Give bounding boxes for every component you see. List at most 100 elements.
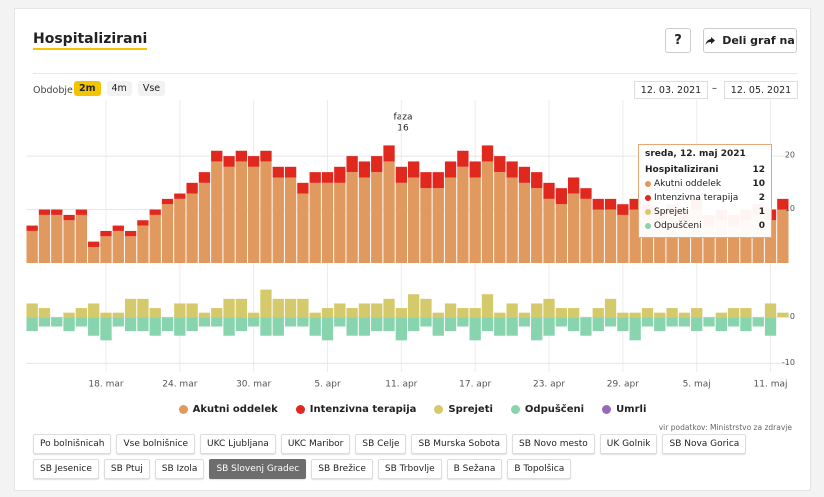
bar — [235, 298, 248, 318]
bar — [469, 308, 481, 318]
bar — [764, 317, 777, 336]
bar — [38, 317, 51, 327]
legend-label: Sprejeti — [448, 404, 493, 415]
period-option[interactable]: 4m — [106, 81, 132, 96]
bar — [137, 317, 149, 332]
share-button[interactable]: Deli graf na — [703, 28, 797, 53]
bar — [235, 161, 248, 263]
hospital-button[interactable]: SB Slovenj Gradec — [209, 459, 307, 479]
bar — [506, 303, 518, 318]
date-from[interactable]: 12. 03. 2021 — [634, 81, 708, 99]
bar — [567, 177, 580, 194]
bar — [715, 317, 727, 332]
x-tick-label: 5. apr — [314, 380, 341, 390]
bar — [740, 308, 752, 318]
x-tick-label: 23. apr — [533, 380, 565, 390]
bar — [186, 317, 198, 332]
period-option[interactable]: 2m — [74, 81, 101, 96]
bar — [666, 308, 678, 318]
bar — [272, 166, 284, 178]
bar — [51, 317, 63, 327]
hospital-button[interactable]: UKC Maribor — [280, 434, 351, 454]
bar — [309, 172, 321, 183]
bar — [309, 182, 321, 263]
date-to[interactable]: 12. 05. 2021 — [724, 81, 798, 99]
hospital-button[interactable]: Vse bolnišnice — [116, 434, 196, 454]
bar — [211, 161, 223, 263]
hospital-button[interactable]: SB Jesenice — [33, 459, 99, 479]
tooltip-dot — [645, 195, 651, 201]
chart: faza 16 18. mar 24. mar 30. mar 5. apr 11. a… — [26, 100, 795, 390]
bar — [777, 198, 789, 210]
bar — [592, 317, 604, 332]
hospital-button[interactable]: UK Golnik — [599, 434, 658, 454]
bar — [444, 303, 457, 318]
hospital-button[interactable]: SB Izola — [154, 459, 205, 479]
legend-item[interactable]: Intenzivna terapija — [295, 404, 416, 415]
x-tick-label: 5. maj — [683, 380, 711, 390]
legend-item[interactable]: Odpuščeni — [510, 404, 584, 415]
bar — [38, 209, 51, 215]
bar — [26, 225, 38, 231]
bar — [383, 161, 395, 263]
bar — [174, 193, 186, 199]
bar — [666, 214, 678, 263]
bar — [88, 303, 100, 318]
hospital-button[interactable]: B Topolšica — [507, 459, 572, 479]
hospital-button[interactable]: UKC Ljubljana — [200, 434, 276, 454]
bar — [358, 161, 371, 178]
tooltip-row: Hospitalizirani 12 — [645, 163, 765, 177]
bar — [678, 312, 691, 318]
bar — [543, 317, 555, 336]
hospital-button[interactable]: SB Celje — [355, 434, 407, 454]
bar — [112, 225, 124, 231]
tooltip-row: Sprejeti 1 — [645, 205, 765, 219]
bar — [481, 145, 494, 162]
bar — [617, 312, 629, 318]
hospital-button[interactable]: SB Trbovlje — [377, 459, 442, 479]
bar — [284, 317, 297, 327]
date-separator: – — [712, 83, 717, 94]
bar — [703, 225, 715, 263]
hospital-button[interactable]: SB Novo mesto — [512, 434, 595, 454]
bar — [63, 312, 75, 318]
period-option[interactable]: Vse — [137, 81, 166, 96]
bar — [211, 317, 223, 327]
bar — [691, 308, 703, 318]
bar — [26, 230, 38, 263]
hospital-button[interactable]: B Sežana — [446, 459, 503, 479]
bar — [506, 161, 518, 178]
legend-label: Akutni oddelek — [192, 404, 278, 415]
legend-swatch — [178, 405, 188, 414]
tooltip-value: 1 — [758, 207, 765, 217]
help-button[interactable]: ? — [665, 28, 691, 53]
legend-item[interactable]: Umrli — [602, 404, 646, 415]
tooltip-label-wrap: Sprejeti — [645, 207, 689, 217]
hospital-button[interactable]: Po bolnišnicah — [33, 434, 112, 454]
bar — [457, 317, 469, 327]
tooltip-label: Hospitalizirani — [645, 165, 719, 175]
bar — [604, 198, 617, 210]
bar — [223, 166, 235, 263]
legend-swatch — [295, 405, 305, 414]
bar — [580, 188, 592, 199]
legend-item[interactable]: Akutni oddelek — [178, 404, 278, 415]
bar — [641, 308, 654, 318]
bar — [235, 150, 248, 162]
bar — [432, 312, 444, 318]
bar — [592, 209, 604, 263]
tooltip: sreda, 12. maj 2021 Hospitalizirani 12 Akut… — [638, 144, 772, 238]
y-tick-label: 20 — [785, 151, 795, 160]
bar — [531, 172, 543, 189]
bar — [198, 312, 211, 318]
bar — [481, 294, 494, 318]
share-icon — [705, 36, 716, 45]
hospital-button[interactable]: SB Nova Gorica — [662, 434, 747, 454]
hospital-button[interactable]: SB Ptuj — [103, 459, 150, 479]
hospital-button[interactable]: SB Brežice — [311, 459, 373, 479]
bar — [248, 156, 260, 167]
bar — [112, 230, 124, 263]
bar — [260, 317, 272, 336]
hospital-button[interactable]: SB Murska Sobota — [411, 434, 508, 454]
legend-item[interactable]: Sprejeti — [434, 404, 493, 415]
